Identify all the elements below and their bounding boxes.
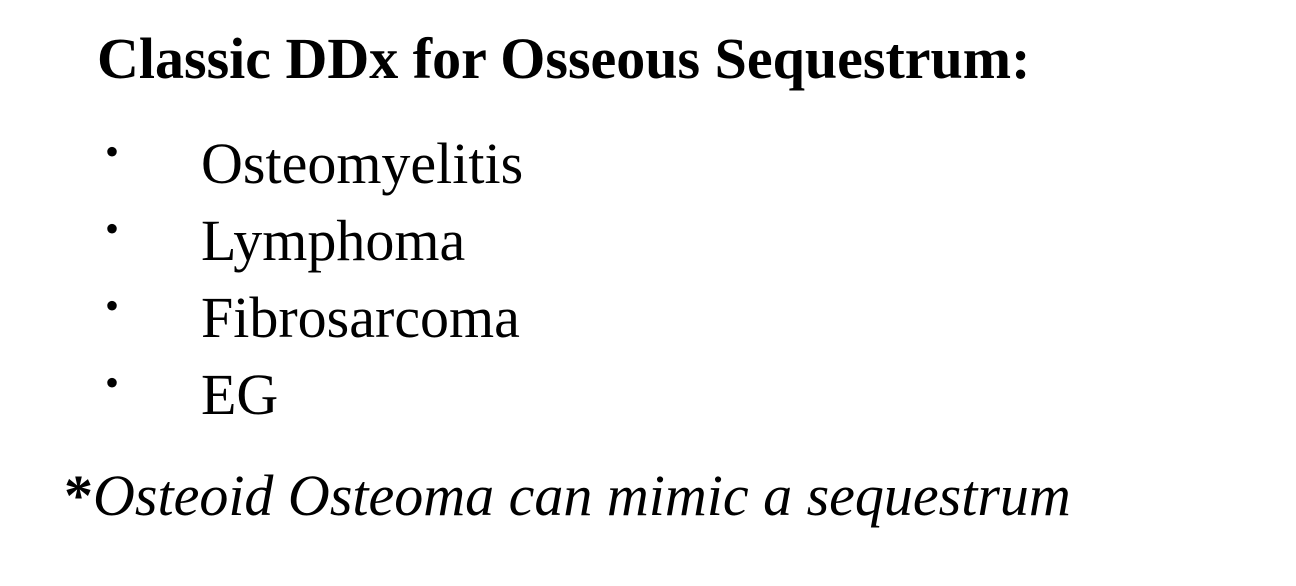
list-item-text: EG <box>201 362 279 427</box>
list-item-text: Lymphoma <box>201 208 466 273</box>
list-item: • Lymphoma <box>105 202 523 279</box>
bullet-icon: • <box>105 283 120 328</box>
list-item-text: Osteomyelitis <box>201 131 524 196</box>
bullet-icon: • <box>105 206 120 251</box>
list-item-text: Fibrosarcoma <box>201 285 520 350</box>
bullet-icon: • <box>105 129 120 174</box>
footnote-text: Osteoid Osteoma can mimic a sequestrum <box>93 463 1071 528</box>
asterisk-marker: * <box>64 463 93 528</box>
ddx-list: • Osteomyelitis • Lymphoma • Fibrosarcom… <box>105 125 523 433</box>
list-item: • EG <box>105 356 523 433</box>
bullet-icon: • <box>105 360 120 405</box>
slide-title: Classic DDx for Osseous Sequestrum: <box>97 26 1031 91</box>
list-item: • Osteomyelitis <box>105 125 523 202</box>
list-item: • Fibrosarcoma <box>105 279 523 356</box>
footnote: *Osteoid Osteoma can mimic a sequestrum <box>64 460 1071 532</box>
